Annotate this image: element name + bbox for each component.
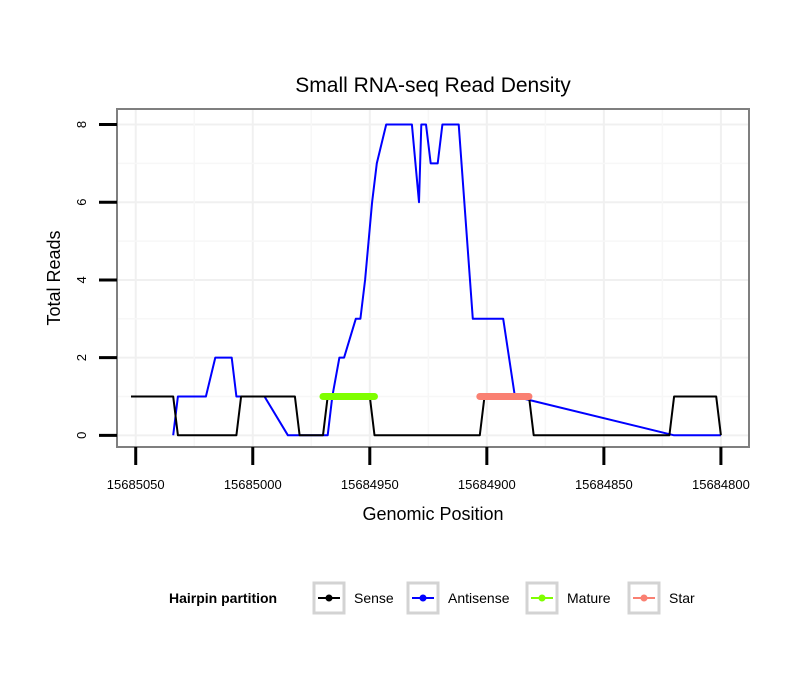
x-tick-label: 15684950 — [341, 477, 399, 492]
x-tick-label: 15685050 — [107, 477, 165, 492]
legend-item-antisense: Antisense — [406, 581, 510, 615]
x-tick-label: 15685000 — [224, 477, 282, 492]
legend-label: Antisense — [448, 590, 510, 606]
legend-title: Hairpin partition — [169, 590, 277, 606]
legend-items: Sense Antisense Mature Star — [312, 581, 695, 615]
legend-key-point — [538, 594, 546, 602]
x-tick-label: 15684850 — [575, 477, 633, 492]
legend-item-star: Star — [627, 581, 695, 615]
plot-panel — [116, 108, 750, 448]
series-antisense-line — [172, 123, 721, 437]
legend-item-sense: Sense — [312, 581, 394, 615]
panel-border — [116, 108, 750, 448]
chart-title: Small RNA-seq Read Density — [295, 74, 571, 97]
y-axis: 0 2 4 6 8 — [74, 121, 117, 439]
legend-item-mature: Mature — [525, 581, 611, 615]
panel-background — [117, 109, 749, 447]
y-tick-label: 6 — [74, 199, 89, 206]
x-tick-label: 15684800 — [692, 477, 750, 492]
y-axis-title: Total Reads — [44, 230, 64, 325]
y-tick-label: 8 — [74, 121, 89, 128]
legend-key-point — [419, 594, 427, 602]
series-layer — [131, 123, 722, 437]
legend-label: Star — [669, 590, 695, 606]
legend-key-point — [325, 594, 333, 602]
x-axis-title: Genomic Position — [362, 504, 503, 524]
x-axis: 15685050 15685000 15684950 15684900 15684850… — [107, 447, 750, 492]
legend-label: Mature — [567, 590, 611, 606]
x-tick-label: 15684900 — [458, 477, 516, 492]
legend: Hairpin partition Sense Antisense Mature St… — [169, 581, 695, 615]
legend-label: Sense — [354, 590, 394, 606]
legend-key-point — [640, 594, 648, 602]
y-tick-label: 2 — [74, 354, 89, 361]
y-tick-label: 4 — [74, 276, 89, 283]
y-tick-label: 0 — [74, 432, 89, 439]
